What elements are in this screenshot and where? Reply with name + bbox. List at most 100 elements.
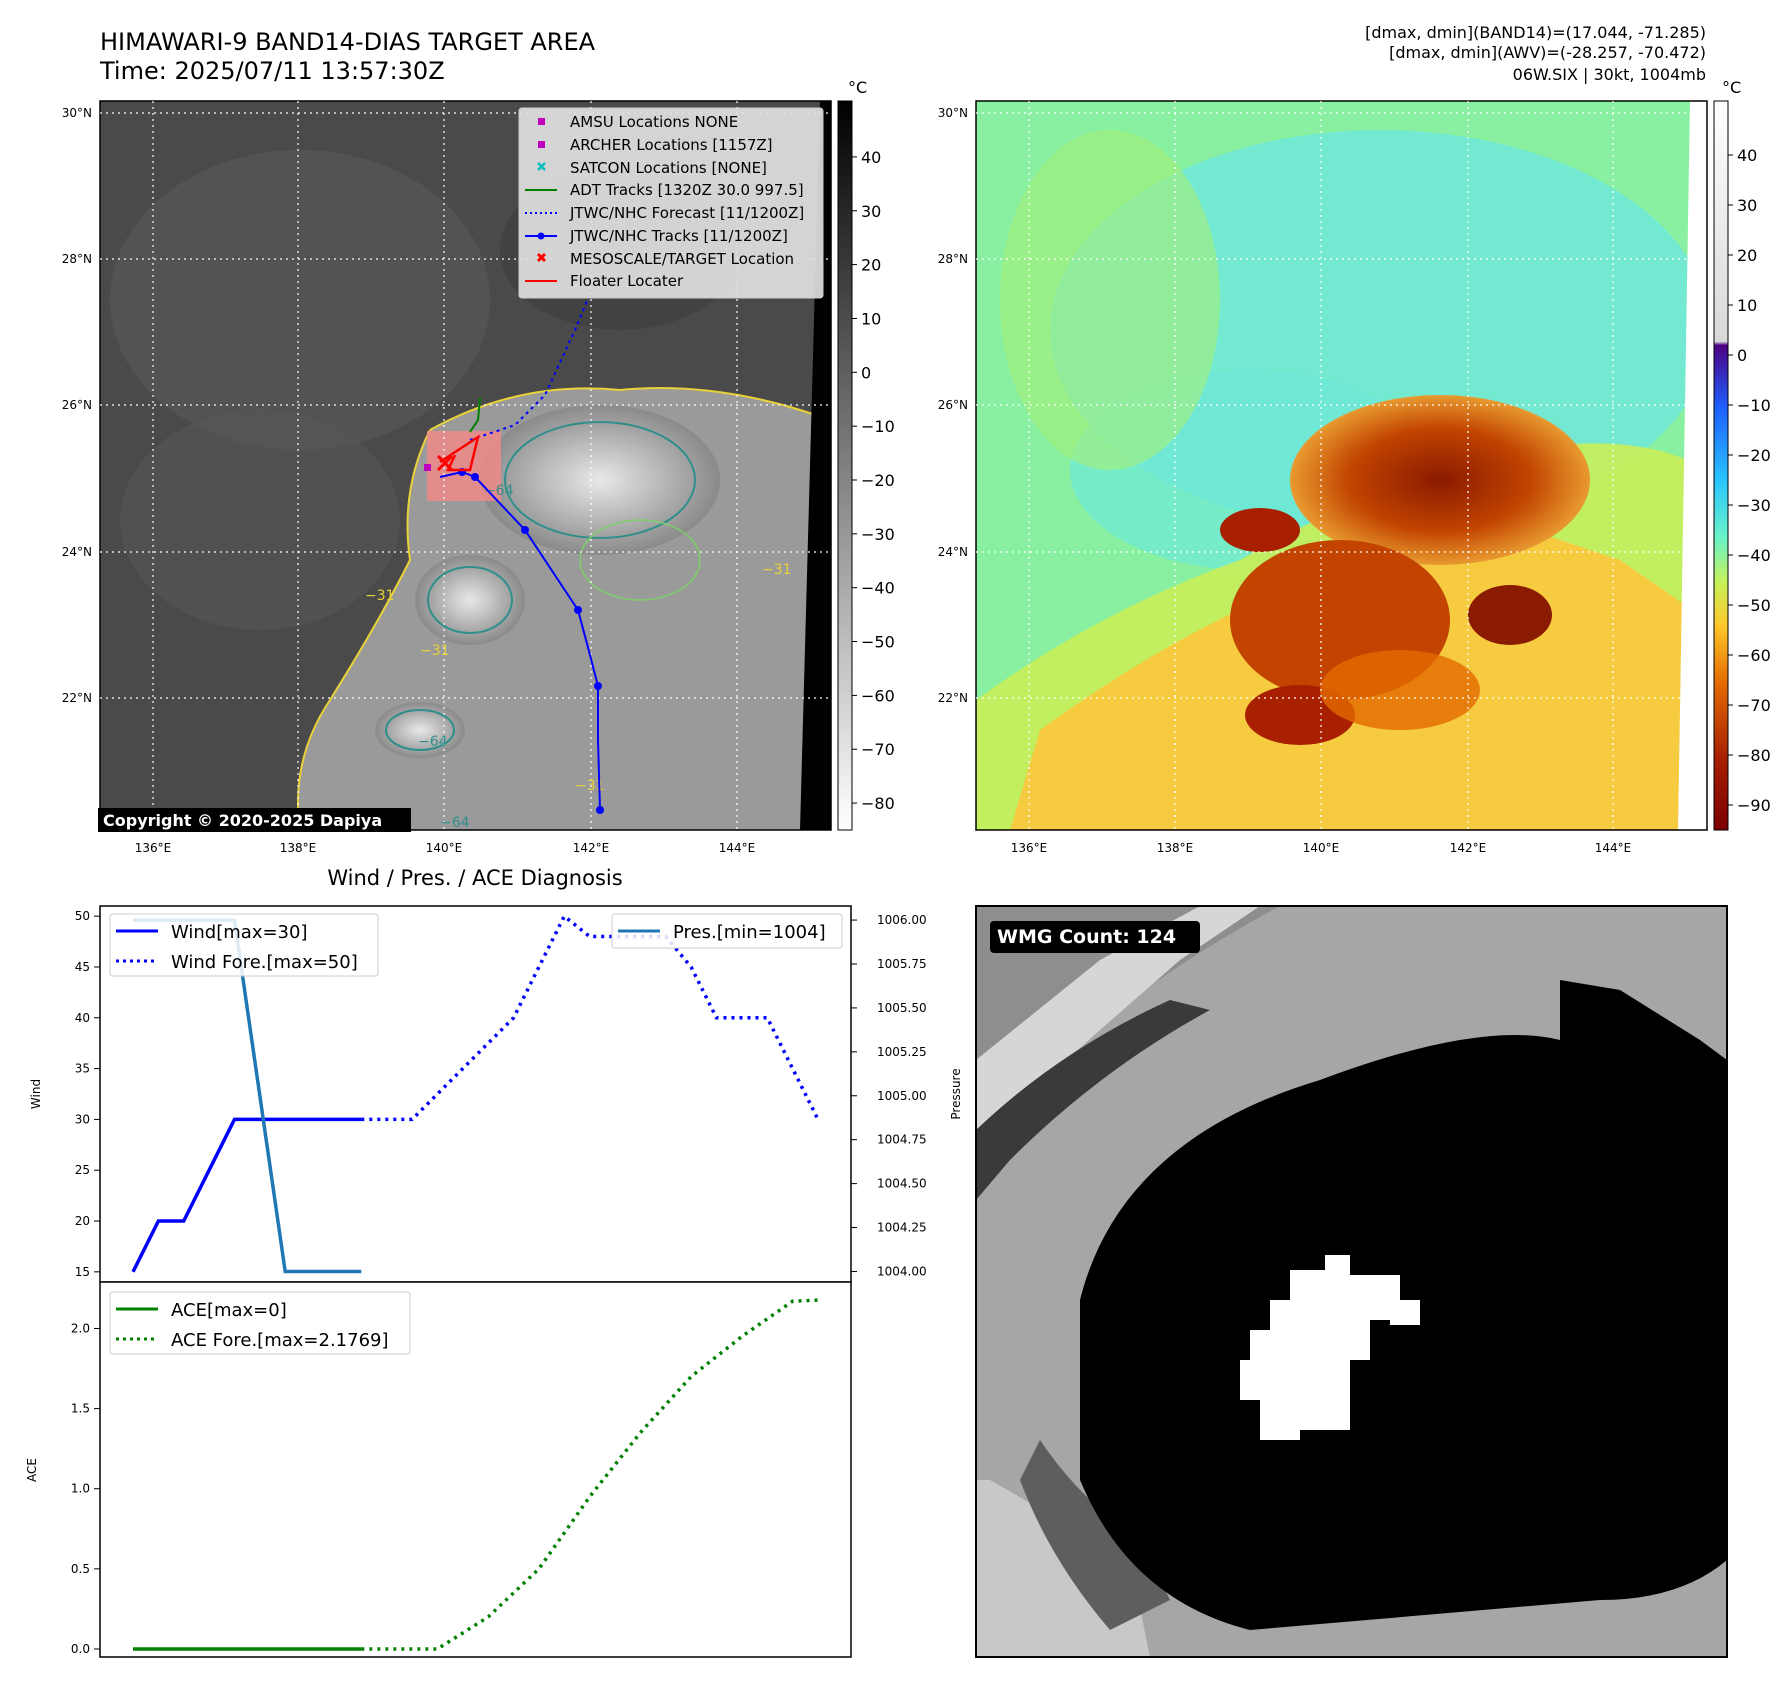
ace-tick-label: 0.0 (71, 1642, 90, 1656)
jtwc-track-points (458, 468, 604, 814)
left-colorbar-tick-label: −30 (861, 525, 895, 544)
left-map-lat-labels: 30°N 28°N 26°N 24°N 22°N (62, 106, 92, 705)
left-colorbar-tick-label: −60 (861, 686, 895, 705)
left-colorbar-tick-label: −80 (861, 794, 895, 813)
wind-legend: Wind[max=30] Wind Fore.[max=50] (109, 913, 379, 977)
wind-tick-label: 15 (75, 1265, 90, 1279)
legend-jtwc-forecast: JTWC/NHC Forecast [11/1200Z] (569, 204, 804, 222)
pressure-tick-label: 1005.25 (877, 1045, 927, 1059)
contour-label: −64 (440, 815, 470, 831)
left-colorbar-tick-label: −10 (861, 417, 895, 436)
left-colorbar-tick-label: −40 (861, 579, 895, 598)
lat-label: 22°N (62, 691, 92, 705)
lat-label: 30°N (62, 106, 92, 120)
left-colorbar-tick-label: 30 (861, 202, 881, 221)
left-map-lon-labels: 136°E 138°E 140°E 142°E 144°E (135, 841, 756, 855)
legend-pressure: Pres.[min=1004] (673, 922, 826, 943)
right-colorbar-tick-label: 30 (1737, 196, 1757, 215)
pressure-legend: Pres.[min=1004] (611, 913, 843, 949)
wind-axis-label: Wind (29, 1079, 43, 1109)
wind-tick-label: 30 (75, 1112, 90, 1126)
right-colorbar-tick-label: −80 (1737, 746, 1771, 765)
pressure-tick-label: 1005.75 (877, 957, 927, 971)
legend-jtwc-tracks: JTWC/NHC Tracks [11/1200Z] (569, 227, 788, 245)
lon-label: 136°E (1011, 841, 1048, 855)
pressure-tick-label: 1004.75 (877, 1133, 927, 1147)
pressure-tick-label: 1004.25 (877, 1221, 927, 1235)
wmg-panel: WMG Count: 124 (975, 905, 1728, 1658)
lat-label: 24°N (938, 545, 968, 559)
right-colorbar-tick-label: 10 (1737, 296, 1757, 315)
legend-archer: ARCHER Locations [1157Z] (570, 136, 773, 154)
wind-tick-label: 20 (75, 1214, 90, 1228)
series-line-wind-max-30 (131, 1117, 362, 1273)
right-colorbar-tick-label: −40 (1737, 546, 1771, 565)
contour-label: −31 (420, 643, 450, 659)
wind-tick-label: 40 (75, 1011, 90, 1025)
info-line-1: [dmax, dmin](BAND14)=(17.044, -71.285) (1365, 23, 1706, 42)
pressure-tick-label: 1004.50 (877, 1177, 927, 1191)
lon-label: 138°E (280, 841, 317, 855)
wmg-count-label: WMG Count: 124 (997, 926, 1176, 948)
left-colorbar-unit: °C (848, 78, 867, 97)
target-location-marker (436, 454, 454, 472)
diagnosis-title: Wind / Pres. / ACE Diagnosis (327, 866, 622, 890)
pressure-tick-label: 1005.50 (877, 1001, 927, 1015)
adt-track (469, 397, 481, 433)
info-line-3: 06W.SIX | 30kt, 1004mb (1513, 65, 1706, 84)
right-colorbar-tick-label: −90 (1737, 796, 1771, 815)
figure-title: HIMAWARI-9 BAND14-DIAS TARGET AREA (100, 28, 596, 56)
lon-label: 136°E (135, 841, 172, 855)
left-colorbar-tick-label: 40 (861, 148, 881, 167)
contour-label: −31 (575, 778, 605, 794)
left-colorbar-tick-label: 20 (861, 256, 881, 275)
right-colorbar-tick-label: 40 (1737, 146, 1757, 165)
pressure-axis-label: Pressure (949, 1068, 963, 1119)
ace-legend: ACE[max=0] ACE Fore.[max=2.1769] (109, 1291, 411, 1355)
wind-tick-label: 35 (75, 1062, 90, 1076)
legend-ace-forecast: ACE Fore.[max=2.1769] (171, 1330, 389, 1351)
ace-chart: 0.0 0.5 1.0 1.5 2.0 ACE ACE[max=0] ACE Fore.… (25, 1281, 852, 1658)
lat-label: 26°N (938, 398, 968, 412)
legend-wind: Wind[max=30] (171, 922, 308, 943)
right-colorbar-tick-label: −60 (1737, 646, 1771, 665)
ace-tick-label: 0.5 (71, 1562, 90, 1576)
left-map-panel: −64 −31 −31 −64 −31 −31 −64 (62, 78, 895, 855)
archer-location-marker (424, 464, 431, 471)
contour-labels: −64 −31 −31 −64 −31 −31 −64 (365, 483, 792, 831)
ace-tick-label: 2.0 (71, 1321, 90, 1335)
copyright-box (98, 808, 411, 832)
right-colorbar-tick-label: −50 (1737, 596, 1771, 615)
floater-locater (439, 434, 480, 472)
pressure-tick-label: 1006.00 (877, 913, 927, 927)
right-colorbar-unit: °C (1722, 78, 1741, 97)
legend-target: MESOSCALE/TARGET Location (570, 250, 794, 268)
copyright-text: Copyright © 2020-2025 Dapiya (103, 811, 382, 830)
pressure-tick-label: 1005.00 (877, 1089, 927, 1103)
ace-tick-label: 1.0 (71, 1482, 90, 1496)
pressure-tick-label: 1004.00 (877, 1264, 927, 1278)
right-map-gridlines (976, 101, 1707, 830)
legend-ace: ACE[max=0] (171, 1300, 287, 1321)
right-colorbar-tick-label: 0 (1737, 346, 1747, 365)
lat-label: 22°N (938, 691, 968, 705)
lon-label: 142°E (573, 841, 610, 855)
lat-label: 28°N (938, 252, 968, 266)
ace-axis-label: ACE (25, 1458, 39, 1482)
left-colorbar-tick-label: −20 (861, 471, 895, 490)
right-map-lon-labels: 136°E 138°E 140°E 142°E 144°E (1011, 841, 1632, 855)
lon-label: 140°E (426, 841, 463, 855)
right-colorbar-tick-label: −70 (1737, 696, 1771, 715)
info-line-2: [dmax, dmin](AWV)=(-28.257, -70.472) (1389, 43, 1706, 62)
contour-label: −64 (418, 734, 448, 750)
lon-label: 138°E (1157, 841, 1194, 855)
wind-tick-label: 50 (75, 909, 90, 923)
lon-label: 144°E (719, 841, 756, 855)
left-colorbar-tick-label: −50 (861, 633, 895, 652)
wind-tick-label: 25 (75, 1163, 90, 1177)
legend-amsu: AMSU Locations NONE (570, 113, 738, 131)
lon-label: 142°E (1450, 841, 1487, 855)
lat-label: 24°N (62, 545, 92, 559)
left-map-legend: AMSU Locations NONE ARCHER Locations [11… (518, 107, 824, 299)
left-colorbar: °C 40 30 20 10 0 −10 −20 −30 −40 −50 −60 −70 −80 (837, 78, 895, 831)
